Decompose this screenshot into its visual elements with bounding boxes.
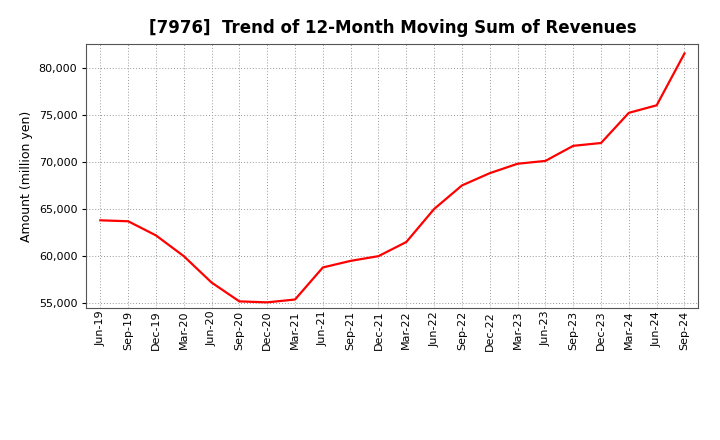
Y-axis label: Amount (million yen): Amount (million yen) (20, 110, 33, 242)
Title: [7976]  Trend of 12-Month Moving Sum of Revenues: [7976] Trend of 12-Month Moving Sum of R… (148, 19, 636, 37)
